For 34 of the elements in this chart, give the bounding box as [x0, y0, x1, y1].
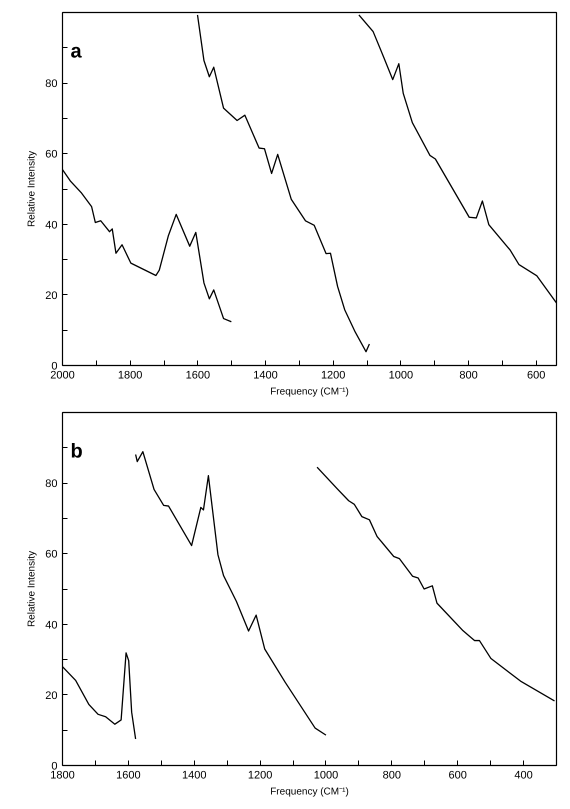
- line-series: [62, 168, 232, 322]
- y-tick-label: 40: [45, 619, 58, 632]
- y-axis-title: Relative Intensity: [26, 550, 38, 628]
- x-tick-label: 1600: [116, 770, 141, 782]
- y-tick-label: 80: [45, 478, 58, 490]
- y-tick-label: 20: [45, 290, 58, 302]
- y-tick-label: 60: [45, 548, 58, 561]
- y-tick-label: 20: [45, 690, 58, 702]
- y-axis-title: Relative Intensity: [26, 150, 38, 228]
- x-tick-label: 400: [514, 770, 533, 782]
- x-tick-label: 1200: [320, 370, 346, 382]
- y-tick-label: 60: [45, 148, 58, 161]
- annotation: b: [70, 440, 83, 462]
- x-axis-title: Frequency (CM⁻¹): [270, 786, 349, 798]
- line-series: [62, 652, 136, 740]
- x-tick-label: 1400: [182, 770, 206, 782]
- y-tick-label: 40: [45, 219, 58, 232]
- x-tick-label: 1400: [253, 370, 278, 382]
- x-axis-title: Frequency (CM⁻¹): [270, 386, 349, 398]
- x-tick-label: 1000: [388, 370, 414, 382]
- y-tick-label: 80: [45, 78, 58, 90]
- line-series: [134, 451, 327, 736]
- x-tick-label: 1800: [50, 770, 75, 782]
- annotation: a: [70, 40, 82, 62]
- x-tick-label: 1600: [186, 370, 210, 382]
- x-tick-label: 800: [382, 770, 402, 782]
- x-tick-label: 1200: [248, 770, 272, 782]
- line-series: [196, 14, 370, 352]
- x-tick-label: 600: [527, 370, 546, 382]
- x-tick-label: 600: [448, 770, 467, 782]
- x-tick-label: 1800: [118, 370, 142, 382]
- x-tick-label: 2000: [50, 370, 75, 382]
- x-tick-label: 1000: [314, 770, 338, 782]
- x-tick-label: 800: [459, 370, 478, 382]
